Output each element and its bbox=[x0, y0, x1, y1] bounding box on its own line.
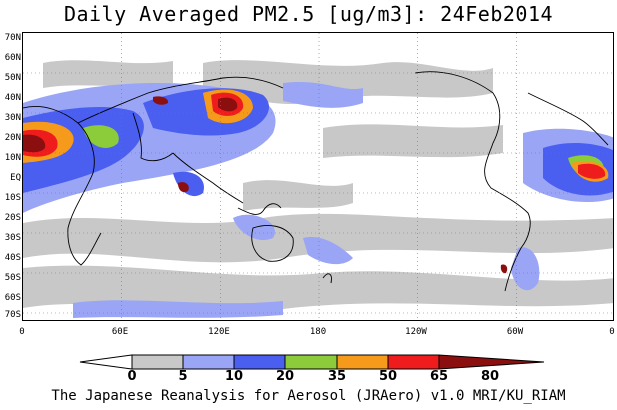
lat-label-20n: 20N bbox=[4, 133, 21, 143]
lon-label-0-east: 0 bbox=[609, 327, 615, 337]
level-5-10-regions bbox=[23, 60, 613, 312]
lat-label-10n: 10N bbox=[4, 153, 21, 163]
lat-label-20s: 20S bbox=[4, 213, 21, 223]
lat-label-50n: 50N bbox=[4, 73, 21, 83]
colorbar-segment-0 bbox=[79, 354, 133, 370]
colorbar-label-80: 80 bbox=[480, 369, 500, 384]
lat-label-40n: 40N bbox=[4, 93, 21, 103]
colorbar-label-0: 0 bbox=[127, 369, 137, 384]
coastlines bbox=[23, 71, 609, 292]
lat-label-30s: 30S bbox=[4, 233, 21, 243]
pm25-map bbox=[23, 33, 613, 320]
lon-label-120e: 120E bbox=[208, 327, 230, 337]
colorbar-label-35: 35 bbox=[327, 369, 347, 384]
lon-label-120w: 120W bbox=[405, 327, 427, 337]
colorbar bbox=[79, 354, 545, 370]
map-title: Daily Averaged PM2.5 [ug/m3]: 24Feb2014 bbox=[63, 2, 554, 26]
lat-label-70n: 70N bbox=[4, 33, 21, 43]
map-panel bbox=[22, 32, 614, 321]
lat-label-eq: EQ bbox=[10, 173, 21, 183]
credit-footer: The Japanese Reanalysis for Aerosol (JRA… bbox=[51, 388, 566, 404]
colorbar-label-10: 10 bbox=[224, 369, 244, 384]
colorbar-label-65: 65 bbox=[429, 369, 449, 384]
lon-label-180: 180 bbox=[309, 327, 327, 337]
colorbar-segment-10 bbox=[182, 354, 235, 370]
graticule bbox=[23, 33, 613, 320]
lat-label-60s: 60S bbox=[4, 293, 21, 303]
lat-label-30n: 30N bbox=[4, 113, 21, 123]
colorbar-label-20: 20 bbox=[275, 369, 295, 384]
lat-label-60n: 60N bbox=[4, 53, 21, 63]
lat-label-40s: 40S bbox=[4, 253, 21, 263]
colorbar-segment-20 bbox=[233, 354, 286, 370]
lat-label-10s: 10S bbox=[4, 193, 21, 203]
colorbar-segment-35 bbox=[284, 354, 338, 370]
lon-label-60w: 60W bbox=[506, 327, 524, 337]
level-65-plus-regions bbox=[23, 92, 606, 274]
lat-label-50s: 50S bbox=[4, 273, 21, 283]
colorbar-segment-80 bbox=[438, 354, 545, 370]
colorbar-segment-65 bbox=[387, 354, 440, 370]
lat-label-70s: 70S bbox=[4, 310, 21, 320]
colorbar-label-50: 50 bbox=[378, 369, 398, 384]
colorbar-segment-5 bbox=[131, 354, 184, 370]
lon-label-60e: 60E bbox=[111, 327, 129, 337]
colorbar-label-5: 5 bbox=[178, 369, 188, 384]
colorbar-segment-50 bbox=[336, 354, 389, 370]
lon-label-0: 0 bbox=[19, 327, 25, 337]
